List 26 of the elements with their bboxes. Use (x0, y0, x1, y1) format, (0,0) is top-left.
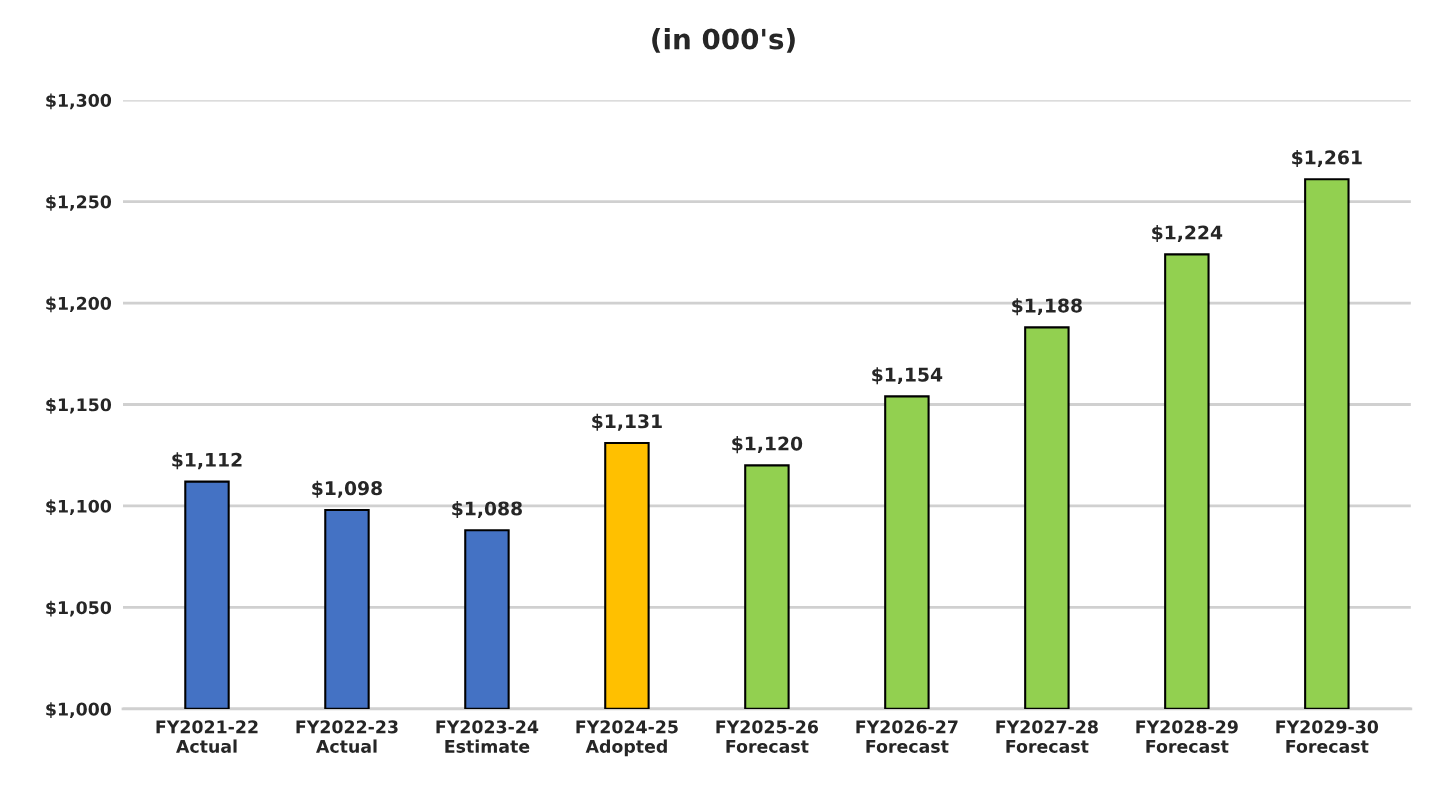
y-tick-label: $1,250 (46, 194, 112, 211)
y-tick-label: $1,150 (46, 397, 112, 414)
y-tick-label: $1,200 (46, 296, 112, 313)
x-tick-label: FY2023-24 Estimate (436, 720, 539, 753)
y-tick-label: $1,100 (46, 499, 112, 516)
data-label: $1,131 (592, 413, 662, 431)
x-tick-label: FY2024-25 Adopted (576, 720, 678, 757)
data-label: $1,098 (312, 480, 382, 498)
y-tick-label: $1,300 (46, 93, 112, 110)
data-label: $1,120 (732, 436, 803, 454)
data-label: $1,261 (1292, 150, 1362, 168)
data-label: $1,088 (452, 501, 522, 519)
data-label: $1,188 (1012, 298, 1082, 316)
data-label: $1,224 (1152, 225, 1223, 243)
x-tick-label: FY2028-29 Forecast (1136, 720, 1238, 753)
x-tick-label: FY2021-22 Actual (156, 720, 258, 753)
data-label: $1,112 (172, 452, 242, 470)
y-tick-label: $1,050 (46, 600, 112, 617)
x-tick-label: FY2025-26 Forecast (716, 720, 819, 753)
y-tick-label: $1,000 (46, 702, 112, 719)
x-tick-label: FY2022-23 Actual (296, 720, 398, 753)
x-tick-label: FY2029-30 Forecast (1276, 720, 1379, 753)
x-tick-label: FY2026-27 Forecast (856, 720, 958, 753)
x-tick-label: FY2027-28 Forecast (996, 720, 1098, 753)
chart-title: (in 000's) (652, 28, 795, 53)
data-label: $1,154 (872, 367, 943, 385)
